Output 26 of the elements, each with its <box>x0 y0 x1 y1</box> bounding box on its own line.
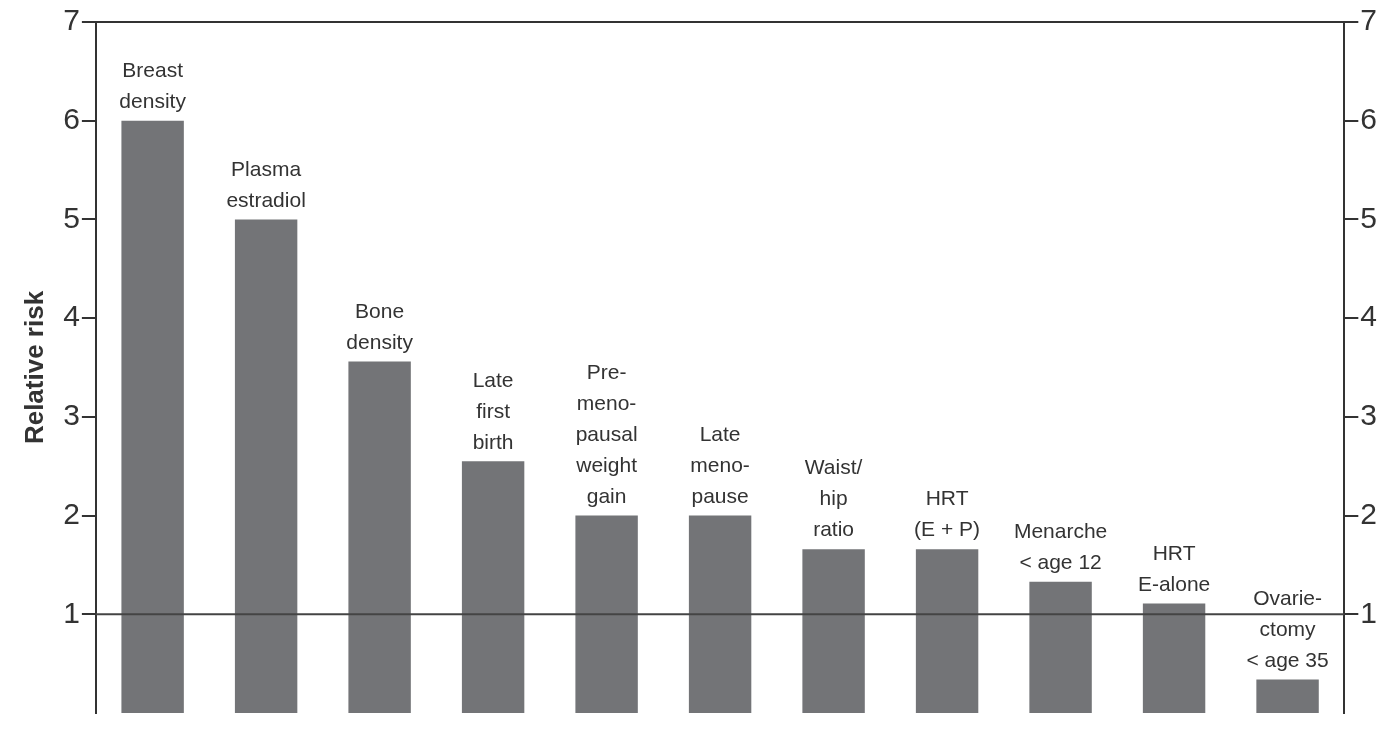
x-tick-label: Breast density <box>119 58 187 113</box>
y2-tick-label: 7 <box>1360 3 1377 37</box>
x-tick-label: Late meno- pause <box>690 421 750 507</box>
x-tick-label: Menarche < age 12 <box>1013 519 1108 574</box>
x-tick-label: Late first birth <box>472 367 514 453</box>
x-tick-label: Ovarie- ctomy < age 35 <box>1246 585 1329 671</box>
y2-tick-label: 1 <box>1360 595 1377 629</box>
x-tick-label: HRT (E + P) <box>914 486 981 541</box>
y2-tick-label: 5 <box>1360 200 1377 234</box>
y2-tick-label: 3 <box>1360 398 1377 432</box>
y2-tick-label: 6 <box>1360 101 1377 135</box>
y-tick-label: 3 <box>63 398 80 432</box>
y-axis-title: Relative risk <box>18 290 49 445</box>
y-tick-label: 2 <box>63 496 80 530</box>
y2-tick-label: 2 <box>1360 496 1377 530</box>
x-tick-label: Waist/ hip ratio <box>804 455 863 541</box>
y-tick-label: 5 <box>63 200 80 234</box>
y2-tick-label: 4 <box>1360 299 1377 333</box>
y-tick-label: 1 <box>63 595 80 629</box>
x-tick-label: Bone density <box>346 298 414 353</box>
y-tick-label: 4 <box>63 299 80 333</box>
y-tick-label: 6 <box>63 101 80 135</box>
x-tick-label: Plasma estradiol <box>226 156 306 211</box>
x-tick-label: HRT E-alone <box>1137 540 1211 595</box>
x-tick-label: Pre- meno- pausal weight gain <box>575 359 638 507</box>
y-tick-label: 7 <box>63 3 80 37</box>
